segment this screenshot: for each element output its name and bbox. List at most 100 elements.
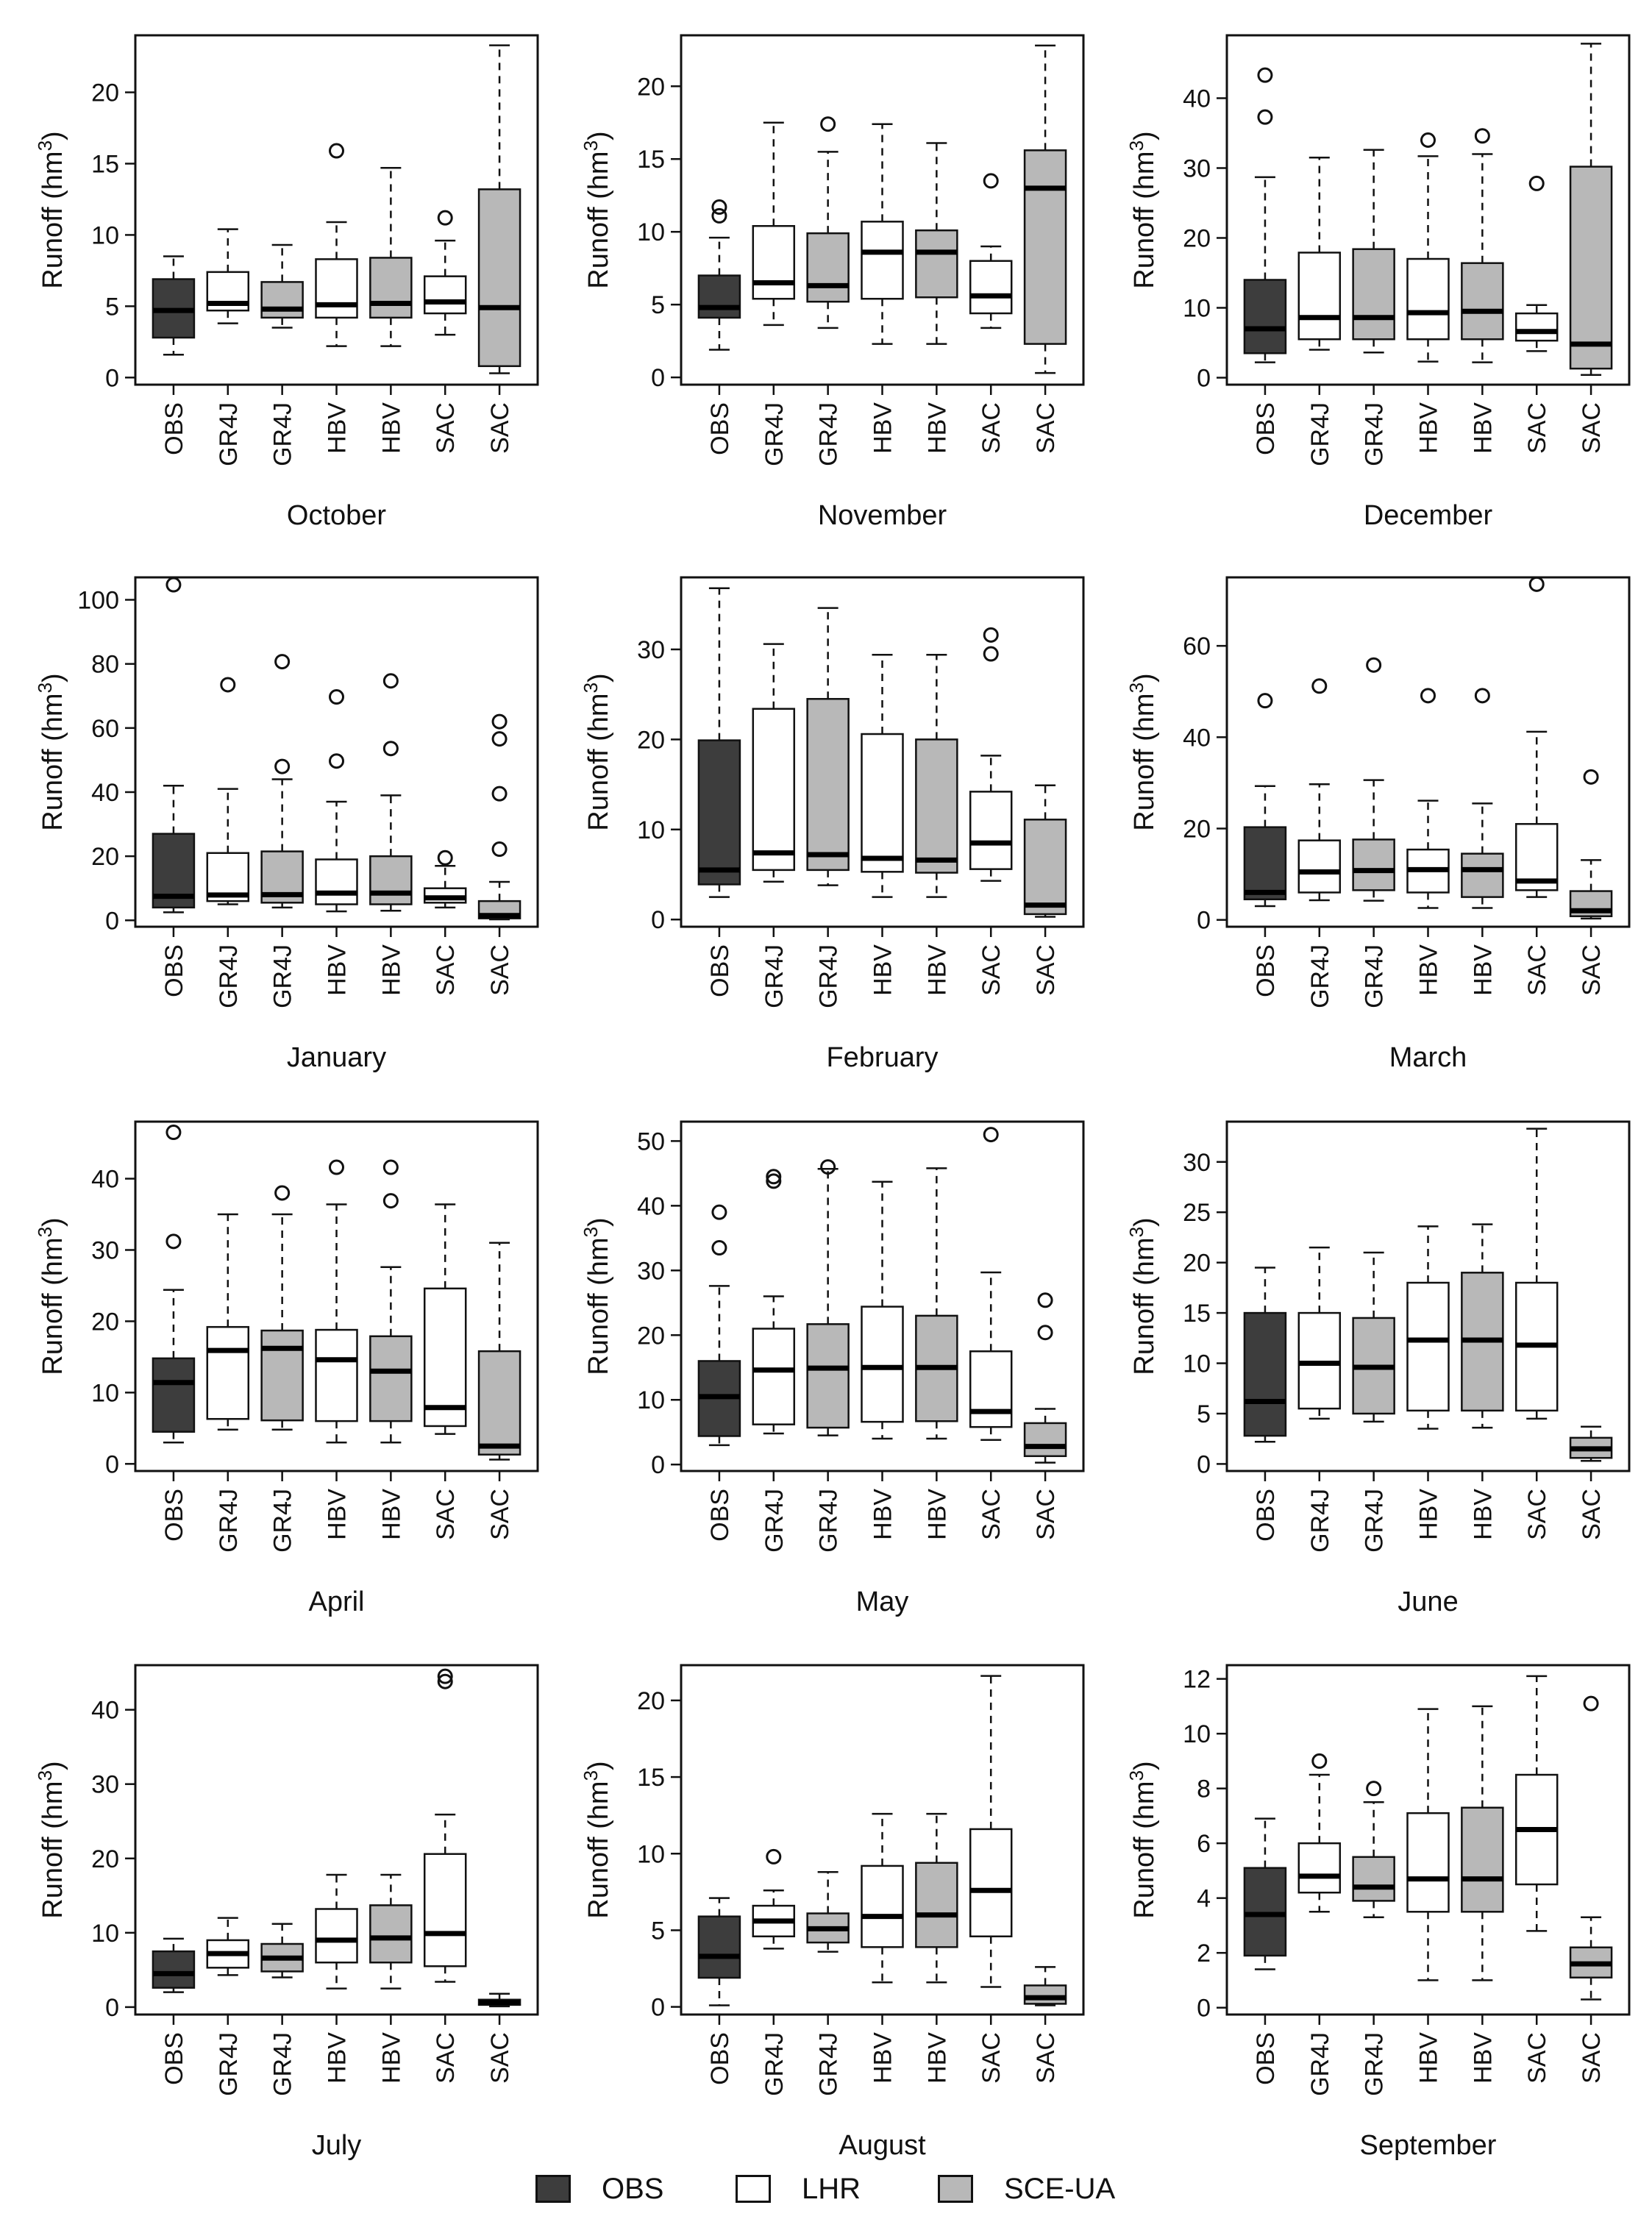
x-tick-label: HBV [1469,1489,1497,1540]
y-tick-label: 25 [1183,1199,1211,1227]
box-april-7 [477,1242,521,1461]
iqr-box [1243,826,1287,900]
x-tick-label: HBV [324,402,352,454]
x-tick-label: HBV [377,944,405,996]
box-january-1 [152,577,196,913]
panel-july: 0 10 20 30 40 Runoff (hm3) OBS GR4J GR4J HBV HBV SA… [34,1664,539,2161]
panel-title: May [856,1586,909,1617]
outlier-point [1257,693,1273,709]
y-axis-title: Runoff (hm3) [34,1761,68,1918]
panel-december: 0 10 20 30 40 Runoff (hm3) OBS GR4J GR4J HBV HBV SA… [1125,34,1631,531]
outlier-point [274,654,291,670]
x-tick-label: GR4J [815,1489,843,1553]
x-tick-label: SAC [1578,944,1606,996]
x-tick-label: OBS [160,402,188,455]
x-tick-label: GR4J [269,402,297,466]
iqr-box [969,260,1013,315]
outlier-point [274,758,291,774]
box-december-5 [1461,128,1504,363]
iqr-box [315,258,358,319]
x-tick-label: HBV [923,2032,951,2084]
box-february-7 [1023,784,1067,918]
box-june-2 [1297,1246,1342,1420]
y-tick-label: 10 [1183,1720,1211,1748]
outlier-point [1311,1753,1328,1769]
y-tick-label: 0 [651,906,665,934]
y-tick-label: 12 [1183,1666,1211,1694]
iqr-box [369,855,413,905]
y-tick-label: 0 [651,1994,665,2022]
box-april-1 [152,1125,196,1444]
x-tick-label: GR4J [1361,2032,1389,2096]
outlier-point [983,627,999,643]
iqr-box [1461,1806,1504,1913]
outlier-point [1420,688,1436,704]
y-tick-label: 10 [1183,295,1211,323]
y-tick-label: 8 [1197,1775,1211,1803]
outlier-point [382,1159,399,1175]
box-june-5 [1461,1223,1504,1429]
box-october-2 [206,228,250,324]
box-march-6 [1514,576,1559,898]
iqr-box [206,1325,250,1420]
iqr-box [1406,1281,1450,1412]
outlier-point [437,1668,453,1684]
panel-march: 0 20 40 60 Runoff (hm3) OBS GR4J GR4J HBV HBV SAC S… [1125,576,1631,1073]
outlier-point [1528,175,1545,191]
y-axis-title: Runoff (hm3) [34,673,68,830]
x-tick-label: SAC [486,944,514,996]
box-january-7 [477,713,521,921]
x-tick-label: SAC [1032,1489,1060,1540]
iqr-box [1023,1984,1067,2005]
box-december-6 [1514,175,1559,352]
x-tick-label: GR4J [215,402,243,466]
outlier-point [820,116,836,132]
y-tick-label: 0 [105,364,119,392]
x-tick-label: HBV [324,1489,352,1540]
iqr-box [861,1864,904,1948]
box-october-7 [477,44,521,374]
y-tick-label: 30 [1183,155,1211,183]
box-september-6 [1514,1675,1559,1932]
box-may-3 [806,1159,850,1436]
y-axis-title: Runoff (hm3) [1125,131,1160,288]
panel-april: 0 10 20 30 40 Runoff (hm3) OBS GR4J GR4J HBV HBV SA… [34,1120,539,1617]
box-march-2 [1297,678,1342,902]
outlier-point [1474,688,1490,704]
box-february-4 [861,654,904,898]
outlier-point [491,786,508,802]
iqr-box [1243,1867,1287,1957]
panel-title: December [1364,500,1493,531]
iqr-box [752,1328,796,1425]
y-tick-label: 30 [1183,1149,1211,1177]
panel-title: October [287,500,387,531]
panel-september: 0 2 4 6 8 10 12 Runoff (hm3) OBS GR4J GR4J HBV HBV SA… [1125,1664,1631,2161]
legend-swatch-obs [535,2175,571,2203]
iqr-box [1352,248,1395,341]
iqr-box [260,1329,304,1422]
box-march-4 [1406,688,1450,909]
outlier-point [329,753,344,769]
y-tick-label: 0 [105,1450,119,1478]
outlier-point [1366,1781,1382,1797]
iqr-box [969,1350,1013,1428]
panel-title: January [287,1042,386,1073]
y-tick-label: 40 [1183,85,1211,113]
legend-swatch-sce-ua [938,2175,973,2203]
x-tick-label: OBS [160,944,188,997]
y-tick-label: 15 [637,146,665,174]
panel-title: March [1389,1042,1467,1073]
x-tick-label: SAC [432,1489,460,1540]
panel-october: 0 5 10 15 20 Runoff (hm3) OBS GR4J GR4J HBV HBV SAC… [34,34,539,531]
legend-swatch-lhr [736,2175,771,2203]
iqr-box [315,1328,358,1422]
iqr-box [477,1350,521,1456]
y-tick-label: 15 [1183,1300,1211,1328]
box-january-4 [315,689,358,913]
outlier-point [1420,132,1436,148]
iqr-box [806,1323,850,1429]
x-tick-label: GR4J [1306,944,1334,1008]
x-tick-label: SAC [1032,944,1060,996]
outlier-point [1528,576,1545,592]
box-june-7 [1569,1425,1613,1462]
